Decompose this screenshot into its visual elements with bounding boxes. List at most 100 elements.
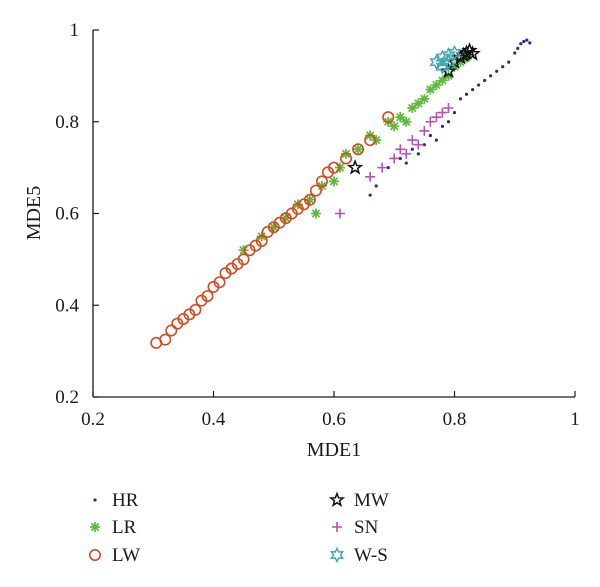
series-lw <box>150 111 395 349</box>
data-point <box>435 58 450 75</box>
data-point <box>437 75 448 86</box>
data-point <box>416 152 420 156</box>
data-point <box>425 116 436 127</box>
data-point <box>303 193 316 206</box>
legend-item: HR <box>93 490 139 511</box>
plot-area <box>150 38 532 349</box>
data-point <box>413 139 424 150</box>
data-point <box>440 124 445 128</box>
legend-item: LR <box>90 517 137 538</box>
data-point <box>458 97 463 101</box>
legend-label: HR <box>112 490 139 511</box>
data-point <box>401 116 412 127</box>
x-axis-label: MDE1 <box>307 439 361 461</box>
x-tick-label: 1 <box>570 409 580 430</box>
legend-label: SN <box>354 517 379 538</box>
data-point <box>238 245 249 256</box>
legend-item: W-S <box>329 545 388 566</box>
legend-item: SN <box>332 517 379 538</box>
data-point <box>352 143 365 156</box>
data-point <box>428 133 432 138</box>
data-point <box>522 39 526 44</box>
data-point <box>525 38 529 42</box>
data-point <box>404 161 408 165</box>
data-point <box>489 74 493 78</box>
x-tick-label: 0.4 <box>202 409 226 430</box>
y-tick-label: 1 <box>70 20 80 41</box>
data-point <box>280 213 291 224</box>
y-tick-label: 0.6 <box>55 204 79 225</box>
data-point <box>364 134 377 147</box>
x-tick-label: 0.8 <box>443 409 467 430</box>
data-point <box>435 49 450 66</box>
series-sn <box>335 102 454 219</box>
data-point <box>501 65 505 69</box>
data-point <box>449 61 460 72</box>
data-point <box>382 111 395 124</box>
legend-marker <box>93 498 97 502</box>
data-point <box>159 333 172 346</box>
data-point <box>443 102 454 113</box>
data-point <box>395 112 406 123</box>
data-point <box>464 45 481 61</box>
data-point <box>374 184 378 188</box>
axes <box>92 30 575 398</box>
data-point <box>407 135 418 146</box>
data-point <box>237 253 250 266</box>
data-point <box>353 144 364 155</box>
data-point <box>398 156 402 161</box>
data-point <box>268 222 279 233</box>
data-point <box>329 176 339 187</box>
data-point <box>519 42 523 46</box>
legend: HR LR LW MW SN W-S <box>89 490 389 566</box>
data-point <box>165 324 178 337</box>
data-point <box>437 107 448 118</box>
data-point <box>470 88 475 92</box>
legend-marker <box>89 548 102 561</box>
legend-label: LR <box>112 517 137 538</box>
data-point <box>327 161 340 174</box>
data-point <box>464 92 469 96</box>
legend-marker <box>328 491 346 508</box>
data-point <box>365 171 376 182</box>
data-point <box>395 144 406 155</box>
data-point <box>507 60 511 64</box>
data-point <box>213 276 226 289</box>
data-point <box>401 148 412 159</box>
data-point <box>315 175 328 188</box>
legend-label: MW <box>354 490 389 511</box>
legend-marker <box>329 546 345 564</box>
legend-marker <box>332 522 342 532</box>
y-tick-label: 0.4 <box>55 295 79 316</box>
x-tick-label: 0.6 <box>322 409 346 430</box>
data-point <box>431 112 442 123</box>
legend-label: LW <box>112 545 140 566</box>
data-point <box>310 208 321 219</box>
ticks: 0.2 0.4 0.6 0.8 1 0.2 0.4 0.6 0.8 1 <box>55 20 580 430</box>
data-point <box>389 153 400 164</box>
data-point <box>425 84 436 95</box>
data-point <box>429 53 444 71</box>
series-hr <box>368 38 532 197</box>
data-point <box>413 98 424 109</box>
data-point <box>407 102 418 113</box>
data-point <box>419 93 430 104</box>
data-point <box>516 46 520 50</box>
data-point <box>410 147 414 151</box>
data-point <box>309 184 322 197</box>
y-tick-label: 0.8 <box>55 112 79 133</box>
data-point <box>483 78 487 83</box>
data-point <box>434 138 439 142</box>
data-point <box>455 57 466 68</box>
data-point <box>495 69 499 73</box>
y-axis-label: MDE5 <box>23 186 45 240</box>
data-point <box>255 235 268 248</box>
data-point <box>446 120 451 124</box>
data-point <box>461 41 478 58</box>
data-point <box>441 47 456 64</box>
data-point <box>386 166 390 170</box>
data-point <box>346 158 364 175</box>
x-tick-label: 0.2 <box>81 409 105 430</box>
data-point <box>371 135 382 146</box>
